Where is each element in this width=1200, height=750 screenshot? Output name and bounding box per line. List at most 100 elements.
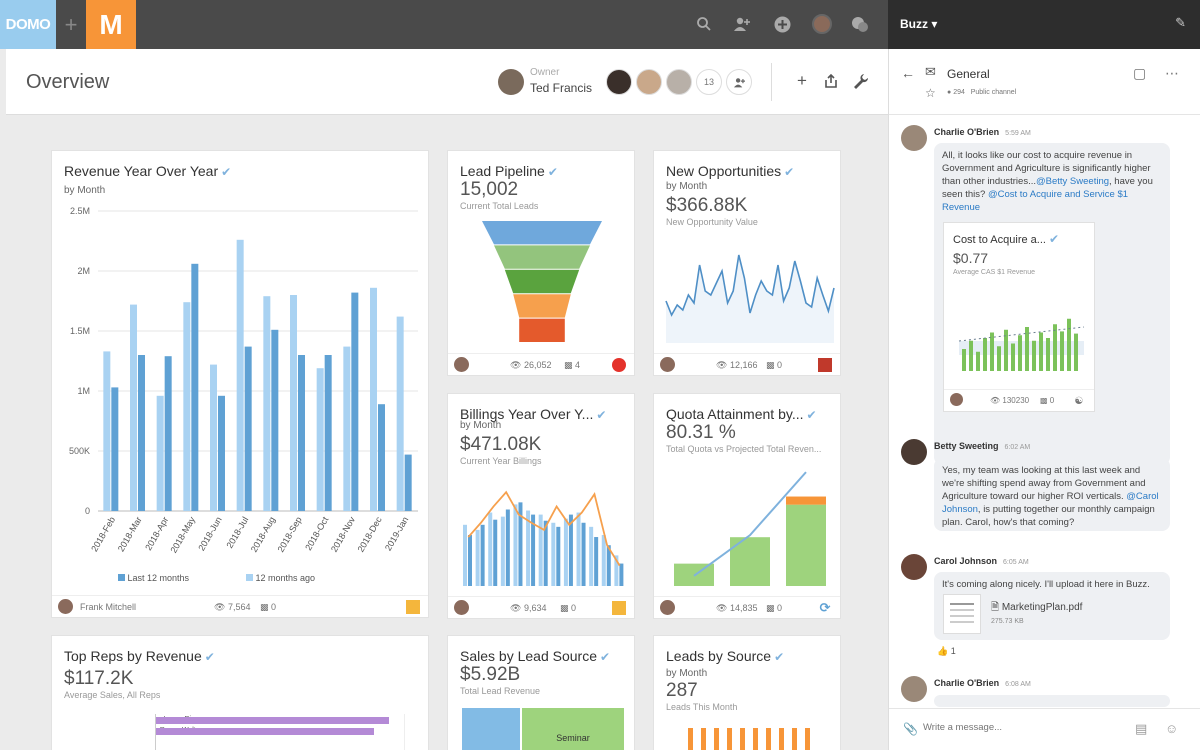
x-tick-label: 2019-Jan xyxy=(383,515,410,553)
message-time: 5:59 AM xyxy=(1005,130,1031,137)
owner-avatar[interactable] xyxy=(454,600,469,615)
connector-icon xyxy=(612,601,626,615)
mention-link[interactable]: @Carol Johnson xyxy=(942,491,1159,515)
plus-icon[interactable]: + xyxy=(797,71,807,90)
comments-count[interactable]: ▩ 0 xyxy=(260,602,277,612)
eye-icon: 👁 xyxy=(990,396,1001,405)
back-arrow-icon[interactable]: ← xyxy=(901,65,915,81)
legend-label: 12 months ago xyxy=(255,573,316,583)
message-author[interactable]: Carol Johnson 6:05 AM xyxy=(934,556,1029,566)
channel-name[interactable]: General xyxy=(947,67,990,81)
message-author[interactable]: Charlie O'Brien 6:08 AM xyxy=(934,678,1031,688)
card-revenue-yoy[interactable]: Revenue Year Over Year ✔ by Month 0 500K 1M… xyxy=(51,150,429,618)
owner-avatar[interactable] xyxy=(58,599,73,614)
card-billings-yoy[interactable]: Billings Year Over Y... ✔ by Month $471.0… xyxy=(447,393,635,619)
summary-value: $117.2K xyxy=(64,668,134,689)
treemap-segment[interactable]: Seminar xyxy=(522,708,624,750)
share-count-badge[interactable]: 13 xyxy=(696,69,722,95)
star-icon[interactable]: ☆ xyxy=(925,86,936,100)
buzz-menu[interactable]: Buzz ▾ xyxy=(900,17,938,31)
treemap-segment[interactable] xyxy=(462,708,520,750)
legend-item[interactable]: Last 12 months xyxy=(118,573,189,583)
bar xyxy=(1004,329,1008,371)
message-author[interactable]: Betty Sweeting 6:02 AM xyxy=(934,441,1031,451)
owner-avatar[interactable] xyxy=(454,357,469,372)
add-person-icon[interactable] xyxy=(732,14,752,34)
emoji-icon[interactable]: ☺ xyxy=(1165,721,1179,736)
attach-icon[interactable]: 📎 xyxy=(903,722,918,736)
card-subtitle: by Month xyxy=(64,185,106,196)
chat-icon: ✉ xyxy=(925,64,936,79)
app-logo[interactable]: M xyxy=(86,0,136,49)
rep-bar[interactable] xyxy=(156,728,374,735)
threads-icon[interactable]: ▢ xyxy=(1133,65,1147,81)
card-quota-attainment[interactable]: Quota Attainment by... ✔ 80.31 % Total Qu… xyxy=(653,393,841,619)
message-composer: 📎 ▤ ☺ xyxy=(889,708,1200,750)
shared-user-avatar[interactable] xyxy=(666,69,692,95)
comments-count[interactable]: ▩ 4 xyxy=(564,360,581,370)
x-tick-label: 2018-Apr xyxy=(143,515,170,552)
comments-count[interactable]: ▩ 0 xyxy=(766,360,783,370)
share-icon[interactable] xyxy=(821,71,841,91)
card-subtitle: by Month xyxy=(460,420,502,431)
legend-item[interactable]: 12 months ago xyxy=(246,573,315,583)
avatar[interactable] xyxy=(901,676,927,702)
card-lead-pipeline[interactable]: Lead Pipeline ✔ 15,002 Current Total Lead… xyxy=(447,150,635,376)
owner-avatar[interactable] xyxy=(660,600,675,615)
card-title: Quota Attainment by... ✔ xyxy=(666,406,817,422)
bar xyxy=(606,545,611,586)
card-footer: 👁 12,166 ▩ 0 xyxy=(654,353,840,375)
stacked-bars[interactable] xyxy=(688,728,818,750)
shared-card-value: $0.77 xyxy=(953,250,989,266)
file-name[interactable]: 🗎 MarketingPlan.pdf xyxy=(991,602,1083,613)
owner-name[interactable]: Ted Francis xyxy=(530,81,593,95)
share-card-icon[interactable]: ▤ xyxy=(1135,721,1148,736)
user-avatar[interactable] xyxy=(812,14,832,34)
owner-name[interactable]: Frank Mitchell xyxy=(80,602,137,612)
mention-link[interactable]: @Cost to Acquire and Service $1 Revenue xyxy=(942,189,1129,213)
card-new-opportunities[interactable]: New Opportunities ✔ by Month $366.88K New… xyxy=(653,150,841,376)
funnel-stage xyxy=(513,294,571,318)
comments-count[interactable]: ▩ 0 xyxy=(766,603,783,613)
funnel-stage xyxy=(482,221,602,245)
owner-avatar[interactable] xyxy=(950,393,963,406)
message-author[interactable]: Charlie O'Brien 5:59 AM xyxy=(934,127,1031,137)
card-sales-by-lead-source[interactable]: Sales by Lead Source ✔ $5.92B Total Lead … xyxy=(447,635,635,750)
document-icon: 🗎 xyxy=(991,602,1000,613)
avatar[interactable] xyxy=(901,439,927,465)
x-tick-label: 2018-Feb xyxy=(89,515,117,553)
comments-count[interactable]: ▩ 0 xyxy=(1040,396,1055,405)
grid-line xyxy=(404,714,405,750)
domo-logo[interactable]: DOMO xyxy=(0,0,56,49)
message-time: 6:05 AM xyxy=(1003,559,1029,566)
edit-icon[interactable]: ✎ xyxy=(1175,15,1186,30)
file-attachment[interactable]: 🗎 MarketingPlan.pdf 275.73 KB xyxy=(943,594,1165,634)
mini-bar-chart xyxy=(958,318,1085,371)
shared-user-avatar[interactable] xyxy=(606,69,632,95)
more-options-icon[interactable]: ⋯ xyxy=(1165,65,1179,81)
reaction-badge[interactable]: 👍 1 xyxy=(937,646,956,656)
search-icon[interactable] xyxy=(694,14,714,34)
add-circle-icon[interactable] xyxy=(772,14,792,34)
add-person-icon[interactable] xyxy=(726,69,752,95)
card-leads-by-source[interactable]: Leads by Source ✔ by Month 287 Leads This… xyxy=(653,635,841,750)
legend-label: Last 12 months xyxy=(127,573,190,583)
avatar[interactable] xyxy=(901,125,927,151)
owner-avatar[interactable] xyxy=(498,69,524,95)
message-input[interactable] xyxy=(923,722,1123,733)
shared-card[interactable]: Cost to Acquire a... ✔ $0.77 Average CAS … xyxy=(943,222,1095,412)
avatar[interactable] xyxy=(901,554,927,580)
wrench-icon[interactable] xyxy=(851,71,871,91)
shared-card-title: Cost to Acquire a... ✔ xyxy=(953,232,1059,246)
owner-avatar[interactable] xyxy=(660,357,675,372)
mention-link[interactable]: @Betty Sweeting xyxy=(1036,176,1110,187)
rep-bar[interactable] xyxy=(156,717,389,724)
summary-caption: Total Lead Revenue xyxy=(460,686,541,696)
card-title: Lead Pipeline ✔ xyxy=(460,163,558,179)
chat-bubble-icon[interactable] xyxy=(850,14,870,34)
plus-icon[interactable]: + xyxy=(64,11,78,37)
comments-count[interactable]: ▩ 0 xyxy=(560,603,577,613)
shared-user-avatar[interactable] xyxy=(636,69,662,95)
card-top-reps[interactable]: Top Reps by Revenue ✔ $117.2K Average Sal… xyxy=(51,635,429,750)
bar xyxy=(551,522,556,586)
